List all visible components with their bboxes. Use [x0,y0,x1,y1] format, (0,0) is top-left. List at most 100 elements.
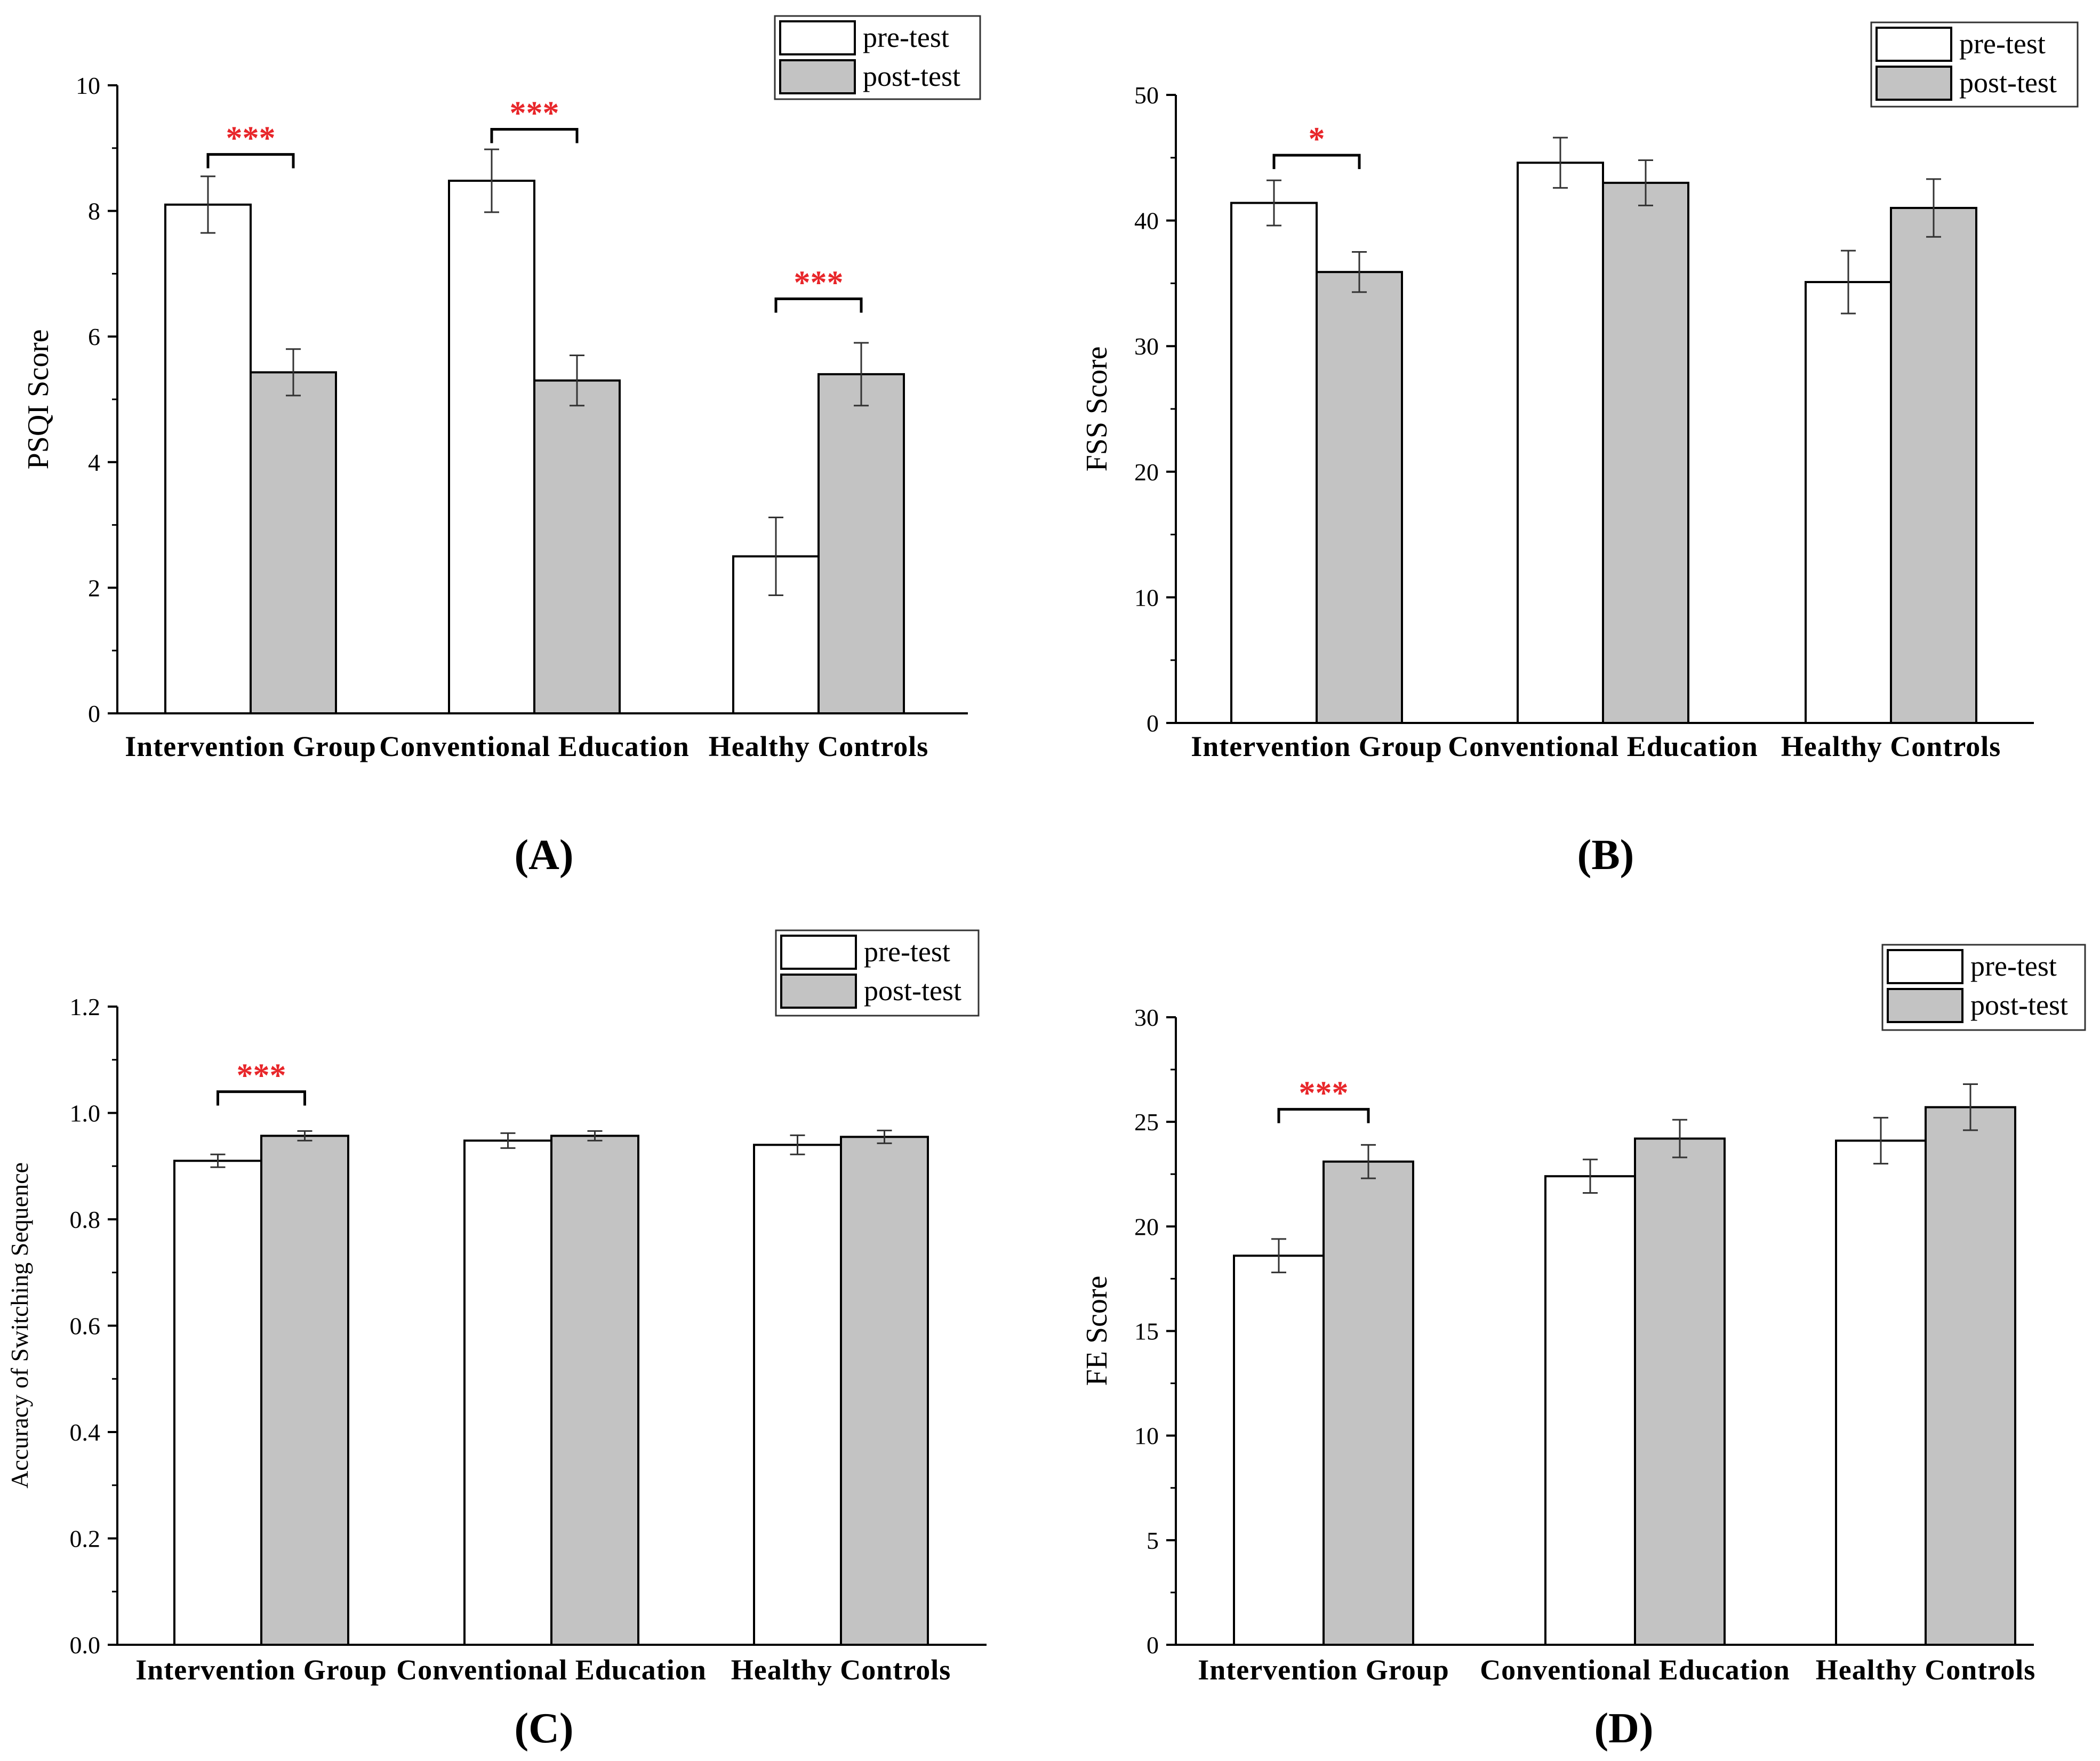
bar-post-conventional-education [533,379,621,714]
legend: pre-test post-test [775,929,980,1017]
legend-label-post: post-test [1970,989,2068,1021]
legend-label-post: post-test [863,60,960,92]
y-tick-label: 0.8 [70,1206,101,1233]
bar-post-conventional-education [1602,181,1689,725]
x-tick-label-intervention-group: Intervention Group [125,730,376,762]
error-bar [201,175,215,234]
x-tick-label-healthy-controls: Healthy Controls [1781,730,2001,762]
x-tick-label-conventional-education: Conventional Education [1480,1654,1790,1686]
y-tick-label: 6 [88,323,100,350]
panel-label: (A) [514,832,573,879]
error-bar [286,348,301,397]
y-axis-label: FE Score [1080,1276,1113,1386]
bar-pre-conventional-education [463,1139,552,1646]
legend-swatch-pre [1875,27,1952,62]
bar-pre-healthy-controls [1805,281,1892,724]
bar-pre-conventional-education [1517,162,1604,724]
legend: pre-test post-test [1870,21,2079,108]
error-bar [1638,159,1653,206]
chart-panel-a: 0 2 4 6 8 10 Intervention Group Conventional Ed… [22,15,981,879]
legend-swatch-pre [1887,949,1963,984]
legend-swatch-post [1887,988,1963,1023]
y-tick-label: 0.4 [70,1419,101,1446]
legend-label-pre: pre-test [864,936,950,968]
bar-pre-intervention-group [164,203,252,714]
error-bar [1841,250,1856,315]
legend-label-pre: pre-test [1970,950,2057,982]
x-tick-label-healthy-controls: Healthy Controls [1816,1654,2036,1686]
y-tick-label: 25 [1134,1108,1159,1136]
legend-label-pre: pre-test [1959,28,2046,60]
y-tick-label: 0.6 [70,1313,101,1340]
y-tick-label: 0 [88,700,100,727]
error-bar [210,1153,226,1168]
panel-label: (D) [1594,1705,1653,1752]
y-axis-label: PSQI Score [22,329,55,470]
bar-post-healthy-controls [1925,1106,2016,1646]
error-bar [790,1134,805,1155]
legend-label-post: post-test [864,975,961,1007]
y-tick-label: 20 [1134,1213,1159,1240]
legend-label-post: post-test [1959,67,2057,99]
x-tick-label-healthy-controls: Healthy Controls [709,730,929,762]
bar-post-intervention-group [250,371,337,714]
bar-pre-intervention-group [1233,1255,1325,1646]
chart-panel-b: 0 10 20 30 40 50 Intervention Group Conventiona… [1080,21,2079,879]
error-bar [297,1130,312,1141]
x-tick-label-intervention-group: Intervention Group [135,1654,387,1686]
error-bar [1873,1116,1888,1165]
significance-label: *** [510,95,559,131]
error-bar [1672,1119,1687,1159]
bar-post-healthy-controls [1890,207,1977,725]
chart-panel-d: 0 5 10 15 20 25 30 Intervention Group Convention… [1080,944,2086,1752]
y-tick-label: 10 [76,72,100,99]
legend-swatch-post [1875,66,1952,101]
y-tick-label: 0 [1147,710,1159,737]
error-bar [768,516,783,597]
y-tick-label: 1.0 [70,1100,101,1127]
bar-pre-intervention-group [1230,202,1318,724]
significance-bracket: *** [774,265,863,313]
y-tick-label: 4 [88,449,100,476]
bar-post-intervention-group [1322,1160,1414,1646]
bar-post-conventional-education [1634,1137,1726,1646]
x-tick-label-intervention-group: Intervention Group [1191,730,1442,762]
legend: pre-test post-test [1881,944,2086,1031]
y-tick-label: 30 [1134,1004,1159,1031]
x-tick-label-conventional-education: Conventional Education [396,1654,707,1686]
error-bar [1553,136,1568,189]
y-axis-label: FSS Score [1080,347,1113,472]
y-tick-label: 10 [1134,584,1159,611]
legend-swatch-pre [780,935,857,970]
y-tick-label: 30 [1134,333,1159,360]
bar-pre-healthy-controls [753,1144,842,1646]
error-bar [877,1129,892,1144]
y-tick-label: 40 [1134,207,1159,235]
error-bar [1361,1144,1376,1179]
legend: pre-test post-test [774,15,981,100]
panel-label: (C) [514,1705,573,1752]
x-tick-label-conventional-education: Conventional Education [1448,730,1758,762]
x-tick-label-healthy-controls: Healthy Controls [731,1654,951,1686]
bar-post-intervention-group [1316,271,1403,725]
panel-label: (B) [1577,832,1634,879]
legend-label-pre: pre-test [863,21,949,53]
error-bar [1267,179,1281,227]
legend-swatch-post [779,59,856,94]
bar-post-conventional-education [550,1135,639,1646]
bar-pre-conventional-education [448,180,535,714]
error-bar [1963,1083,1978,1131]
legend-swatch-post [780,974,857,1009]
legend-swatch-pre [779,20,856,55]
significance-label: *** [237,1058,286,1094]
bar-post-healthy-controls [840,1136,929,1646]
significance-bracket: *** [490,95,579,143]
x-tick-label-intervention-group: Intervention Group [1198,1654,1449,1686]
error-bar [500,1132,516,1149]
error-bar [1926,178,1941,238]
significance-bracket: *** [206,120,295,168]
y-tick-label: 8 [88,198,100,225]
error-bar [1583,1159,1598,1194]
bar-pre-healthy-controls [1835,1139,1927,1646]
